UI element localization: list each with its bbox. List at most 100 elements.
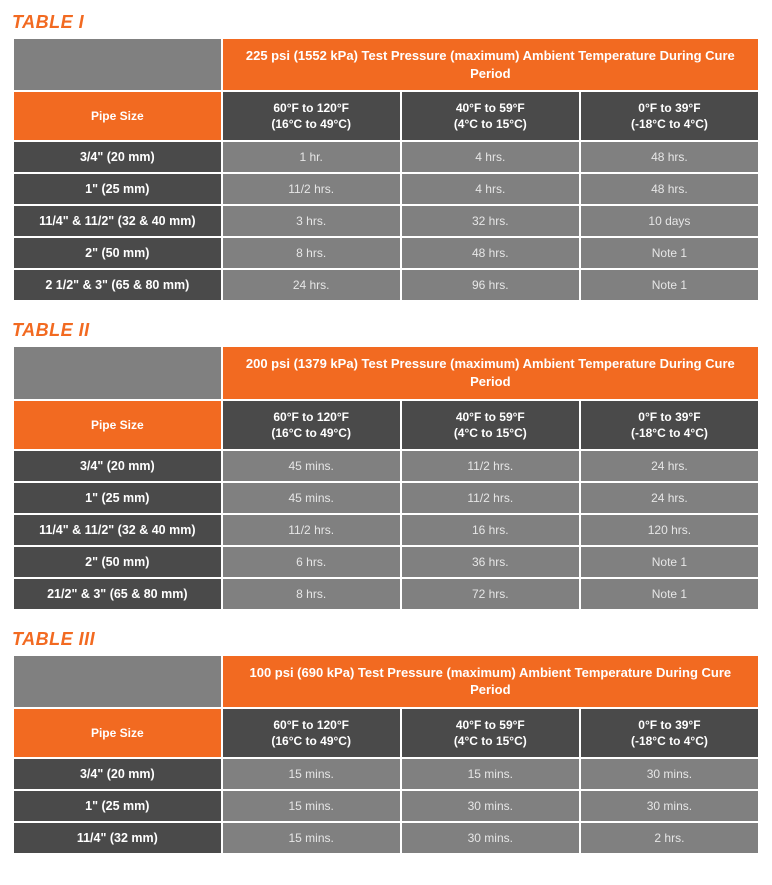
pipe-size-header: Pipe Size (14, 709, 221, 757)
pipe-size-cell: 1" (25 mm) (14, 791, 221, 821)
cure-time-table: 225 psi (1552 kPa) Test Pressure (maximu… (12, 37, 760, 302)
temp-range-c: (16°C to 49°C) (229, 116, 394, 132)
cure-time-cell: 72 hrs. (402, 579, 579, 609)
temp-range-f: 40°F to 59°F (408, 100, 573, 116)
temp-range-c: (-18°C to 4°C) (587, 116, 752, 132)
cure-time-cell: 1 hr. (223, 142, 400, 172)
temp-range-f: 60°F to 120°F (229, 100, 394, 116)
table-row: 2 1/2" & 3" (65 & 80 mm)24 hrs.96 hrs.No… (14, 270, 758, 300)
temp-range-f: 40°F to 59°F (408, 409, 573, 425)
cure-time-cell: 11/2 hrs. (402, 483, 579, 513)
temp-range-header: 40°F to 59°F(4°C to 15°C) (402, 92, 579, 140)
temp-range-c: (16°C to 49°C) (229, 733, 394, 749)
table-row: 3/4" (20 mm)15 mins.15 mins.30 mins. (14, 759, 758, 789)
cure-time-cell: 30 mins. (402, 823, 579, 853)
cure-time-cell: 15 mins. (223, 823, 400, 853)
temp-range-header: 0°F to 39°F(-18°C to 4°C) (581, 401, 758, 449)
cure-time-cell: 11/2 hrs. (223, 515, 400, 545)
temp-range-header: 40°F to 59°F(4°C to 15°C) (402, 709, 579, 757)
temp-range-c: (4°C to 15°C) (408, 733, 573, 749)
temp-range-header: 60°F to 120°F(16°C to 49°C) (223, 92, 400, 140)
pipe-size-cell: 1" (25 mm) (14, 174, 221, 204)
table-row: 21/2" & 3" (65 & 80 mm)8 hrs.72 hrs.Note… (14, 579, 758, 609)
cure-time-cell: Note 1 (581, 270, 758, 300)
cure-time-cell: 2 hrs. (581, 823, 758, 853)
cure-time-cell: Note 1 (581, 579, 758, 609)
table-row: 3/4" (20 mm)1 hr.4 hrs.48 hrs. (14, 142, 758, 172)
table-row: 11/4" & 11/2" (32 & 40 mm)3 hrs.32 hrs.1… (14, 206, 758, 236)
table-row: 1" (25 mm)45 mins.11/2 hrs.24 hrs. (14, 483, 758, 513)
table-title: TABLE II (12, 320, 760, 341)
table-row: 1" (25 mm)15 mins.30 mins.30 mins. (14, 791, 758, 821)
temp-range-c: (4°C to 15°C) (408, 425, 573, 441)
main-header: 225 psi (1552 kPa) Test Pressure (maximu… (223, 39, 758, 90)
pipe-size-cell: 2" (50 mm) (14, 547, 221, 577)
table-wrap: TABLE I 225 psi (1552 kPa) Test Pressure … (12, 12, 760, 302)
cure-time-cell: 48 hrs. (402, 238, 579, 268)
table-title: TABLE III (12, 629, 760, 650)
cure-time-cell: 30 mins. (581, 759, 758, 789)
pipe-size-cell: 2 1/2" & 3" (65 & 80 mm) (14, 270, 221, 300)
cure-time-cell: 24 hrs. (581, 451, 758, 481)
cure-time-table: 200 psi (1379 kPa) Test Pressure (maximu… (12, 345, 760, 610)
pipe-size-cell: 11/4" & 11/2" (32 & 40 mm) (14, 206, 221, 236)
temp-range-f: 0°F to 39°F (587, 409, 752, 425)
temp-range-header: 0°F to 39°F(-18°C to 4°C) (581, 709, 758, 757)
cure-time-cell: 48 hrs. (581, 142, 758, 172)
temp-range-header: 40°F to 59°F(4°C to 15°C) (402, 401, 579, 449)
cure-time-table: 100 psi (690 kPa) Test Pressure (maximum… (12, 654, 760, 855)
cure-time-cell: 11/2 hrs. (402, 451, 579, 481)
table-row: 3/4" (20 mm)45 mins.11/2 hrs.24 hrs. (14, 451, 758, 481)
cure-time-cell: 32 hrs. (402, 206, 579, 236)
corner-cell (14, 39, 221, 90)
pipe-size-cell: 3/4" (20 mm) (14, 142, 221, 172)
temp-range-f: 0°F to 39°F (587, 100, 752, 116)
table-row: 11/4" & 11/2" (32 & 40 mm)11/2 hrs.16 hr… (14, 515, 758, 545)
cure-time-cell: 96 hrs. (402, 270, 579, 300)
pipe-size-header: Pipe Size (14, 401, 221, 449)
temp-range-c: (-18°C to 4°C) (587, 425, 752, 441)
cure-time-cell: 8 hrs. (223, 579, 400, 609)
table-wrap: TABLE II 200 psi (1379 kPa) Test Pressure… (12, 320, 760, 610)
pipe-size-cell: 1" (25 mm) (14, 483, 221, 513)
cure-time-cell: Note 1 (581, 547, 758, 577)
cure-time-cell: 4 hrs. (402, 142, 579, 172)
cure-time-cell: Note 1 (581, 238, 758, 268)
temp-range-f: 40°F to 59°F (408, 717, 573, 733)
cure-time-cell: 6 hrs. (223, 547, 400, 577)
pipe-size-cell: 11/4" (32 mm) (14, 823, 221, 853)
pipe-size-cell: 3/4" (20 mm) (14, 759, 221, 789)
main-header: 100 psi (690 kPa) Test Pressure (maximum… (223, 656, 758, 707)
temp-range-c: (-18°C to 4°C) (587, 733, 752, 749)
cure-time-cell: 15 mins. (223, 759, 400, 789)
cure-time-cell: 10 days (581, 206, 758, 236)
pipe-size-cell: 3/4" (20 mm) (14, 451, 221, 481)
temp-range-c: (4°C to 15°C) (408, 116, 573, 132)
tables-container: TABLE I 225 psi (1552 kPa) Test Pressure … (12, 12, 760, 855)
table-title: TABLE I (12, 12, 760, 33)
cure-time-cell: 8 hrs. (223, 238, 400, 268)
cure-time-cell: 48 hrs. (581, 174, 758, 204)
temp-range-c: (16°C to 49°C) (229, 425, 394, 441)
table-row: 2" (50 mm)6 hrs.36 hrs.Note 1 (14, 547, 758, 577)
corner-cell (14, 656, 221, 707)
cure-time-cell: 45 mins. (223, 483, 400, 513)
corner-cell (14, 347, 221, 398)
pipe-size-header: Pipe Size (14, 92, 221, 140)
pipe-size-cell: 11/4" & 11/2" (32 & 40 mm) (14, 515, 221, 545)
table-row: 2" (50 mm)8 hrs.48 hrs.Note 1 (14, 238, 758, 268)
temp-range-f: 60°F to 120°F (229, 717, 394, 733)
cure-time-cell: 15 mins. (402, 759, 579, 789)
temp-range-header: 60°F to 120°F(16°C to 49°C) (223, 709, 400, 757)
cure-time-cell: 120 hrs. (581, 515, 758, 545)
cure-time-cell: 16 hrs. (402, 515, 579, 545)
cure-time-cell: 45 mins. (223, 451, 400, 481)
cure-time-cell: 15 mins. (223, 791, 400, 821)
temp-range-header: 0°F to 39°F(-18°C to 4°C) (581, 92, 758, 140)
table-wrap: TABLE III 100 psi (690 kPa) Test Pressure… (12, 629, 760, 855)
pipe-size-cell: 2" (50 mm) (14, 238, 221, 268)
temp-range-f: 60°F to 120°F (229, 409, 394, 425)
cure-time-cell: 24 hrs. (223, 270, 400, 300)
temp-range-header: 60°F to 120°F(16°C to 49°C) (223, 401, 400, 449)
cure-time-cell: 36 hrs. (402, 547, 579, 577)
